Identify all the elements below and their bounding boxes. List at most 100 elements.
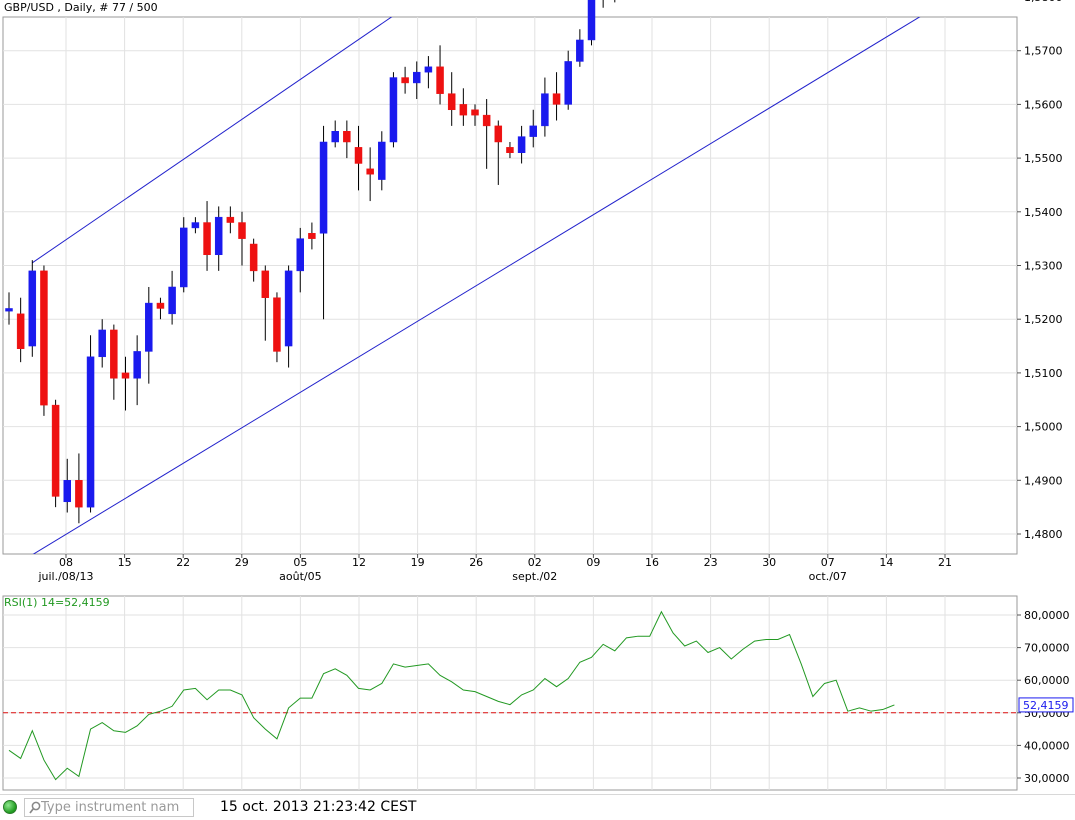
candle-down <box>471 109 479 116</box>
candle-up <box>28 270 37 347</box>
date-axis-tick-label: 29 <box>235 556 249 569</box>
candle-up <box>424 66 433 73</box>
candle-down <box>366 168 374 175</box>
connection-status-icon <box>3 800 17 814</box>
price-axis-tick-label: 1,5100 <box>1024 367 1063 380</box>
candle-down <box>249 243 258 272</box>
candle-up <box>284 270 293 347</box>
price-axis-tick-label: 1,5300 <box>1024 260 1063 273</box>
candle-up <box>413 71 421 84</box>
rsi-line <box>8 610 895 781</box>
rsi-axis-tick-label: 80,0000 <box>1024 609 1070 622</box>
rsi-axis-tick-label: 40,0000 <box>1024 739 1070 752</box>
candle-up <box>98 329 106 358</box>
candle-down <box>203 222 211 256</box>
candle-down <box>436 66 444 94</box>
price-axis-tick-label: 1,5200 <box>1024 313 1063 326</box>
candle-down <box>16 313 25 349</box>
date-axis-tick-label: 02 <box>528 556 542 569</box>
candle-up <box>191 222 200 229</box>
candle-down <box>238 222 246 239</box>
candle-down <box>110 329 118 379</box>
trendline <box>32 17 393 264</box>
candle-up <box>133 351 141 379</box>
candle-down <box>273 297 281 352</box>
rsi-title: RSI(1) 14=52,4159 <box>4 596 110 609</box>
date-axis-tick-label: 07 <box>821 556 835 569</box>
date-axis-tick-label: 15 <box>118 556 132 569</box>
price-axis-tick-label: 1,4800 <box>1024 528 1063 541</box>
rsi-axis-tick-label: 30,0000 <box>1024 772 1070 785</box>
rsi-axis-tick-label: 60,0000 <box>1024 674 1070 687</box>
rsi-value-tag-label: 52,4159 <box>1023 699 1069 712</box>
candle-up <box>517 136 526 153</box>
candle-down <box>308 233 316 239</box>
candle-up <box>296 238 304 272</box>
candle-down <box>343 131 351 143</box>
candle-down <box>494 125 503 143</box>
price-axis-tick-label: 1,5400 <box>1024 206 1063 219</box>
price-axis-tick-label: 1,5800 <box>1024 0 1063 4</box>
date-axis-tick-label: 08 <box>59 556 73 569</box>
candle-up <box>319 141 328 234</box>
rsi-panel-frame <box>2 595 1018 791</box>
date-axis-month-label: sept./02 <box>512 570 557 583</box>
rsi-value-tag <box>1018 697 1074 713</box>
candle-down <box>354 147 363 164</box>
price-axis-tick-label: 1,5600 <box>1024 98 1063 111</box>
candle-up <box>529 125 537 137</box>
trendline <box>32 17 921 554</box>
candle-down <box>401 77 409 84</box>
chart-title: GBP/USD , Daily, # 77 / 500 <box>4 1 158 14</box>
candle-down <box>156 302 165 309</box>
price-axis-tick-label: 1,5700 <box>1024 45 1063 58</box>
instrument-search[interactable] <box>24 798 194 817</box>
date-axis-tick-label: 30 <box>762 556 776 569</box>
price-axis-tick-label: 1,4900 <box>1024 474 1063 487</box>
date-axis-tick-label: 12 <box>352 556 366 569</box>
candle-up <box>5 308 13 312</box>
candle-up <box>63 480 71 503</box>
candle-up <box>214 216 223 256</box>
candle-up <box>168 286 176 315</box>
candle-up <box>576 39 584 62</box>
candle-down <box>121 372 130 379</box>
price-axis-tick-label: 1,5000 <box>1024 421 1063 434</box>
price-axis-tick-label: 1,5500 <box>1024 152 1063 165</box>
date-axis-tick-label: 05 <box>293 556 307 569</box>
candle-down <box>459 104 468 116</box>
candle-up <box>378 141 386 180</box>
search-input[interactable] <box>41 799 191 816</box>
date-axis-tick-label: 23 <box>704 556 718 569</box>
date-axis-tick-label: 09 <box>586 556 600 569</box>
date-axis-month-label: juil./08/13 <box>37 570 93 583</box>
date-axis-tick-label: 26 <box>469 556 483 569</box>
price-panel-frame <box>2 16 1018 555</box>
search-icon <box>29 801 41 814</box>
candle-down <box>447 93 456 111</box>
chart-canvas[interactable]: 1,4800 1,4900 1,5000 1,5100 1,5200 1,5300 1,54… <box>0 0 1075 794</box>
candle-up <box>86 356 95 508</box>
rsi-axis-tick-label: 70,0000 <box>1024 642 1070 655</box>
candle-up <box>587 0 596 41</box>
candle-down <box>40 270 48 406</box>
candle-up <box>145 302 153 352</box>
date-axis-tick-label: 21 <box>938 556 952 569</box>
candle-down <box>51 404 60 497</box>
server-clock: 15 oct. 2013 21:23:42 CEST <box>220 799 417 815</box>
candle-down <box>226 216 235 223</box>
candle-down <box>552 93 561 105</box>
candle-down <box>261 270 270 298</box>
date-axis-month-label: août/05 <box>279 570 321 583</box>
candle-down <box>506 147 514 153</box>
date-axis-tick-label: 19 <box>411 556 425 569</box>
status-bar: 15 oct. 2013 21:23:42 CEST <box>0 794 1075 820</box>
date-axis-month-label: oct./07 <box>809 570 847 583</box>
date-axis-tick-label: 14 <box>879 556 893 569</box>
candle-up <box>389 77 398 143</box>
date-axis-tick-label: 16 <box>645 556 659 569</box>
candle-up <box>331 131 339 143</box>
date-axis-tick-label: 22 <box>176 556 190 569</box>
candle-up <box>541 93 549 127</box>
